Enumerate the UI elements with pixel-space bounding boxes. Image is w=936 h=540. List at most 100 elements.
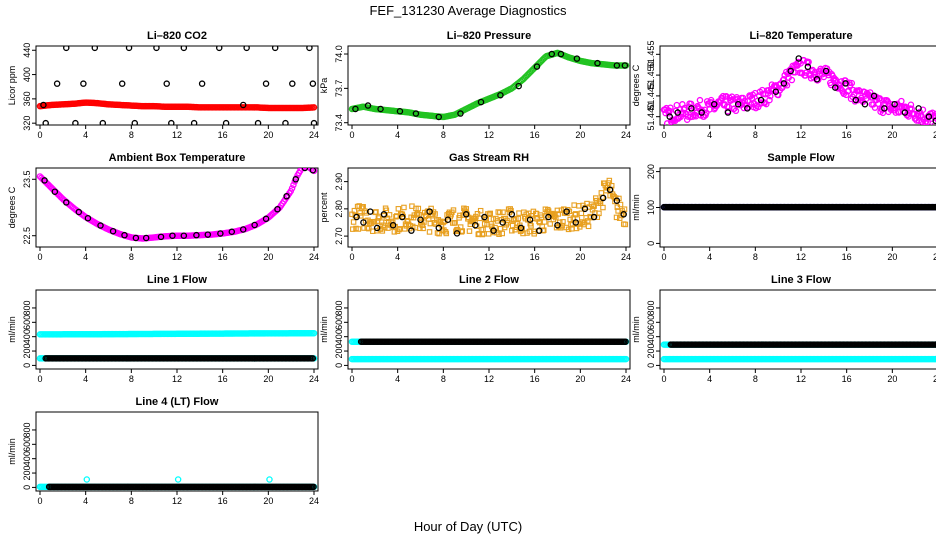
- x-tick-label: 4: [83, 252, 88, 262]
- data-point: [453, 230, 461, 237]
- panel-sample-flow: Sample Flow 0 4 8 12 16 20 24 0 100 200 ml/min: [631, 152, 936, 262]
- data-point: [681, 104, 689, 112]
- x-tick-label: 8: [753, 374, 758, 384]
- data-point: [309, 355, 317, 362]
- series-flow-high: [36, 329, 318, 338]
- x-tick-label: 24: [309, 374, 319, 384]
- data-point: [75, 208, 83, 216]
- data-point: [457, 110, 464, 117]
- data-point: [934, 204, 936, 210]
- data-point: [698, 109, 705, 116]
- data-point: [353, 213, 360, 221]
- y-axis-label: ml/min: [631, 194, 641, 221]
- data-point: [414, 210, 421, 217]
- y-tick-label: 360: [22, 91, 32, 106]
- y-tick-label: 400: [22, 329, 32, 344]
- x-tick-label: 12: [172, 374, 182, 384]
- data-point: [412, 110, 420, 117]
- y-tick-label: 73.4: [334, 114, 344, 132]
- series-avg: [36, 99, 318, 112]
- data-point: [535, 227, 543, 234]
- data-point: [548, 50, 556, 58]
- data-point: [600, 204, 606, 211]
- x-tick-label: 12: [484, 130, 494, 140]
- data-point: [51, 188, 59, 195]
- y-tick-label: 600: [22, 315, 32, 330]
- data-point: [118, 80, 126, 87]
- data-point: [198, 80, 206, 87]
- data-point: [606, 186, 614, 194]
- data-point: [462, 211, 470, 218]
- x-tick-label: 24: [933, 252, 936, 262]
- data-point: [419, 222, 426, 229]
- x-tick-label: 12: [484, 374, 494, 384]
- x-tick-label: 0: [37, 252, 42, 262]
- data-point: [382, 224, 388, 231]
- data-point: [485, 231, 492, 237]
- y-tick-label: 73.7: [334, 80, 344, 98]
- data-point: [222, 119, 230, 125]
- data-point: [452, 220, 458, 226]
- x-tick-label: 8: [129, 130, 134, 140]
- data-point: [355, 226, 362, 232]
- x-tick-label: 0: [349, 252, 354, 262]
- data-point: [560, 219, 566, 225]
- data-point: [266, 476, 273, 483]
- data-point: [283, 192, 290, 200]
- data-point: [842, 80, 849, 87]
- data-point: [901, 109, 909, 116]
- data-point: [174, 476, 182, 483]
- data-point: [435, 113, 443, 121]
- data-point: [822, 67, 830, 75]
- data-point: [450, 207, 457, 213]
- x-tick-label: 4: [707, 252, 712, 262]
- data-point: [933, 110, 936, 118]
- data-point: [594, 59, 601, 67]
- data-point: [393, 213, 399, 220]
- x-tick-label: 12: [484, 252, 494, 262]
- y-axis-label: ml/min: [7, 438, 17, 465]
- data-point: [516, 210, 522, 216]
- data-point: [310, 483, 317, 491]
- data-point: [554, 221, 561, 229]
- data-point: [371, 218, 378, 225]
- x-tick-label: 16: [842, 252, 852, 262]
- data-point: [569, 221, 576, 227]
- panel-title: Line 1 Flow: [147, 274, 207, 286]
- data-point: [555, 211, 561, 217]
- data-point: [352, 105, 359, 113]
- x-tick-label: 8: [129, 496, 134, 506]
- data-point: [459, 228, 466, 234]
- data-point: [157, 233, 165, 241]
- data-point: [415, 205, 422, 212]
- x-tick-label: 24: [621, 130, 631, 140]
- figure-title: FEF_131230 Average Diagnostics: [369, 3, 567, 18]
- data-point: [301, 168, 309, 172]
- series-flow-low: [348, 355, 630, 363]
- panel-title: Line 3 Flow: [771, 274, 831, 286]
- data-point: [306, 46, 313, 52]
- data-point: [861, 100, 869, 108]
- data-point: [787, 67, 794, 75]
- data-point: [190, 119, 198, 125]
- data-point: [142, 234, 150, 242]
- x-tick-label: 16: [842, 130, 852, 140]
- data-point: [724, 109, 732, 116]
- series-points: [357, 338, 629, 345]
- plot-area: [660, 203, 936, 211]
- data-point: [933, 203, 936, 211]
- y-tick-label: 0: [646, 363, 656, 368]
- data-point: [163, 80, 170, 87]
- x-tick-label: 12: [172, 130, 182, 140]
- data-point: [288, 185, 296, 192]
- series-points: [45, 483, 317, 491]
- plot-frame: [35, 411, 319, 492]
- y-tick-label: 200: [646, 344, 656, 359]
- series-spikes: [83, 476, 273, 483]
- plot-area: [660, 341, 936, 363]
- x-tick-label: 8: [129, 252, 134, 262]
- data-point: [622, 355, 630, 363]
- data-point: [271, 46, 279, 52]
- data-point: [907, 101, 915, 109]
- data-point: [380, 211, 388, 218]
